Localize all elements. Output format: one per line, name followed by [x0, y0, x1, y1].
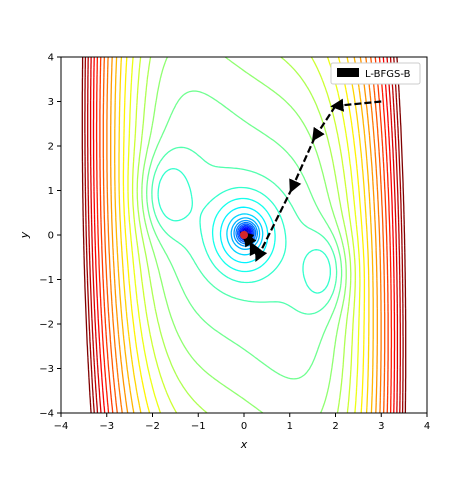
path-step-arrow — [312, 105, 337, 142]
x-tick-label: −3 — [99, 421, 114, 432]
x-tick-label: 4 — [424, 421, 430, 432]
x-tick-label: −1 — [191, 421, 206, 432]
y-tick-label: 4 — [48, 53, 54, 64]
contour-line — [84, 57, 404, 413]
y-tick-label: 1 — [48, 186, 54, 197]
contour-line — [157, 167, 331, 294]
legend-swatch — [337, 68, 359, 77]
y-tick-label: −2 — [39, 320, 54, 331]
contour-line — [141, 57, 347, 413]
x-tick-label: −2 — [145, 421, 160, 432]
y-tick-label: −4 — [39, 409, 54, 420]
x-tick-label: 2 — [332, 421, 338, 432]
minimum-marker-layer — [240, 231, 248, 239]
x-axis-ticks: −4 −3 −2 −1 0 1 2 3 4 — [54, 413, 430, 432]
contour-line — [110, 57, 378, 413]
y-tick-label: 0 — [48, 231, 54, 242]
contour-line — [89, 57, 399, 413]
path-step-arrow — [249, 241, 262, 258]
contour-line — [114, 57, 374, 413]
y-tick-label: −1 — [39, 275, 54, 286]
legend: L-BFGS-B — [330, 62, 421, 85]
y-tick-label: 3 — [48, 97, 54, 108]
y-tick-label: −3 — [39, 364, 54, 375]
contour-line — [146, 90, 343, 380]
contour-line — [106, 57, 382, 413]
contour-line — [95, 57, 393, 413]
path-step-arrow — [330, 98, 382, 112]
contour-line — [99, 57, 389, 413]
contour-line — [122, 57, 366, 413]
contour-line — [102, 57, 386, 413]
legend-label: L-BFGS-B — [365, 69, 411, 80]
x-tick-label: 1 — [287, 421, 293, 432]
contour-line — [118, 57, 370, 413]
contour-line — [131, 57, 356, 413]
x-tick-label: 0 — [241, 421, 247, 432]
contour-line — [127, 57, 361, 413]
contour-line — [81, 57, 407, 413]
contour-line — [87, 57, 401, 413]
x-axis-label: x — [240, 438, 248, 451]
path-step-arrow — [289, 136, 316, 194]
contour-line — [211, 197, 276, 273]
contour-line — [92, 57, 396, 413]
path-step-arrow — [255, 187, 294, 262]
y-axis-label: y — [18, 231, 31, 239]
x-tick-label: −4 — [54, 421, 69, 432]
minimum-point — [240, 231, 248, 239]
contour-lines — [81, 57, 407, 413]
y-tick-label: 2 — [48, 142, 54, 153]
x-tick-label: 3 — [378, 421, 384, 432]
contour-line — [136, 57, 352, 413]
optimizer-path — [239, 98, 382, 262]
y-axis-ticks: −4 −3 −2 −1 0 1 2 3 4 — [39, 53, 61, 420]
